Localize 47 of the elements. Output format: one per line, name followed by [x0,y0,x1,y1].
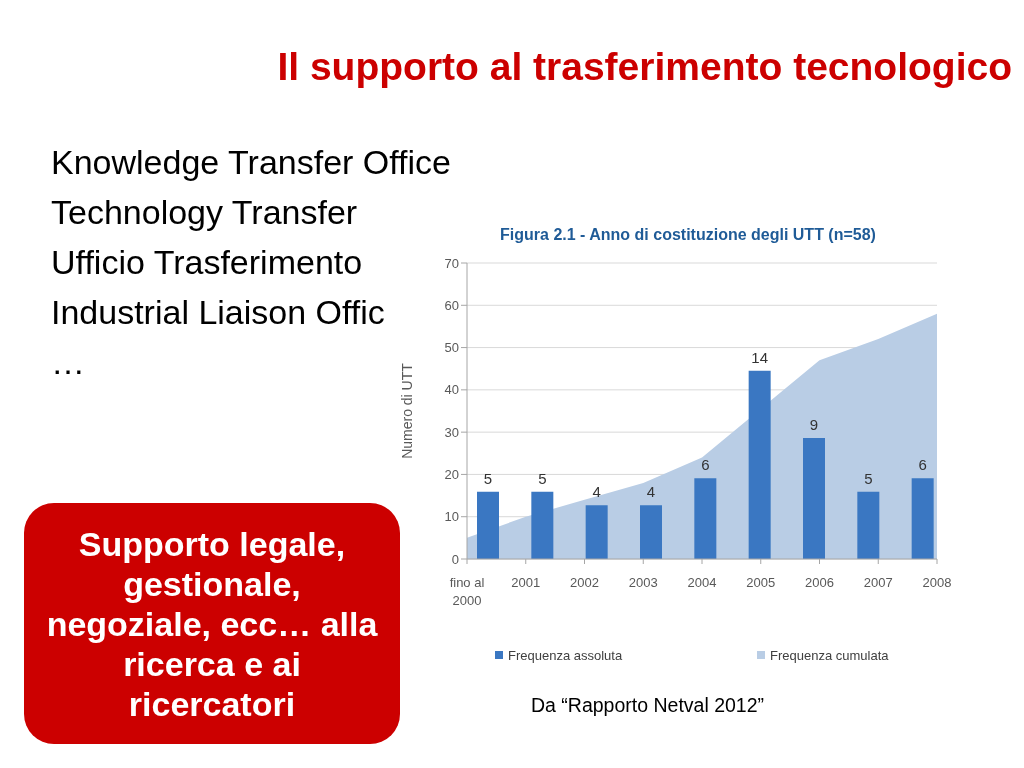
data-label: 5 [483,469,493,487]
bar [477,491,499,559]
data-label: 4 [592,483,601,501]
text: Ufficio Trasferimento [51,243,363,281]
x-tick-label: 2002 [570,575,599,590]
bar [640,505,662,559]
legend-label: Frequenza cumulata [770,647,889,663]
text: … [51,343,85,381]
y-tick-label: 40 [444,382,459,398]
data-label: 6 [918,456,927,474]
text: Supporto legale, gestionale, negoziale, ecc… alla ricerca e ai ricercatori [46,523,378,724]
bar [585,505,608,559]
x-tick-label: 2005 [746,575,776,590]
data-label: 6 [701,456,710,474]
data-label: 5 [538,469,547,487]
y-tick-label: 20 [444,467,459,483]
x-tick-label: 2003 [628,575,658,590]
bar [748,370,771,559]
x-tick-label: 2006 [805,575,834,590]
y-tick-label: 10 [444,509,459,525]
y-tick-label: 70 [444,255,459,271]
y-tick-label: 50 [444,340,459,356]
x-tick-label: fino al 2000 [449,575,485,608]
y-axis-title: Numero di UTT [399,362,415,459]
data-label: 14 [751,348,769,366]
bar [694,478,717,559]
data-label: 4 [646,483,656,501]
y-tick-label: 60 [444,297,459,313]
x-tick-label: 2004 [687,575,717,590]
bar [803,437,825,559]
bar [531,491,554,559]
bar [911,478,934,559]
x-tick-label: 2001 [511,575,541,590]
data-label: 9 [809,415,819,433]
bar [857,491,880,559]
data-label: 5 [864,469,873,487]
chart-subtitle: Figura 2.1 - Anno di costituzione degli UTT (n=58) [499,225,877,245]
chart-title: Il supporto al trasferimento tecnologico [277,44,1012,90]
text: Da “Rapporto Netval 2012” [531,694,765,717]
x-tick-label: 2008 [922,575,952,590]
text: Technology Transfer [51,192,359,233]
x-tick-label: 2007 [863,575,893,590]
y-tick-label: 30 [444,424,459,440]
text: Knowledge Transfer Office [51,142,452,183]
legend-label: Frequenza assoluta [508,647,623,663]
y-tick-label: 0 [451,551,459,567]
text: Industrial Liaison Offic [51,293,385,331]
